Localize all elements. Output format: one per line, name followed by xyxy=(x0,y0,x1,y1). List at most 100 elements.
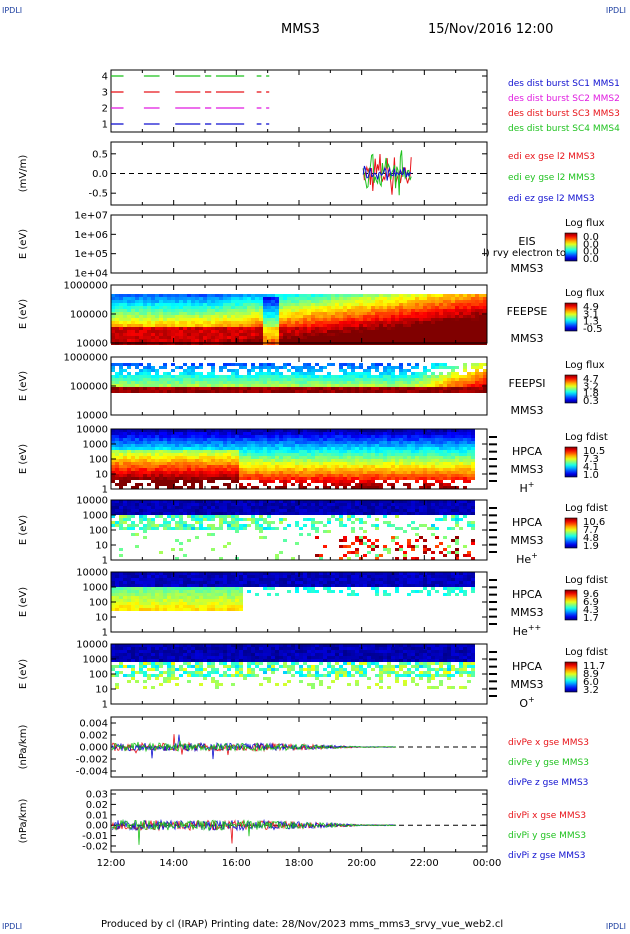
hpca_he-ytick-2: 100 xyxy=(89,526,108,537)
divpi-ytick-2: 0.01 xyxy=(86,810,108,821)
divpe-series-2 xyxy=(111,740,397,753)
eis-ytick-3: 1e+04 xyxy=(74,269,108,280)
datetime-title: 15/Nov/2016 12:00 xyxy=(428,22,554,37)
hpca_he-ytick-0: 10000 xyxy=(76,496,108,507)
hpca_o-species: O+ xyxy=(519,695,534,710)
hpca_hepp-colorbar xyxy=(564,589,578,621)
hpca_hepp-colorbar-tick-2: 4.3 xyxy=(583,605,599,616)
hpca_hepp-colorbar-tick-3: 1.7 xyxy=(583,613,599,624)
hpca_he-label-1: MMS3 xyxy=(511,534,544,547)
hpca_o-colorbar-tick-0: 11.7 xyxy=(583,661,605,672)
divpi-legend-2: divPi z gse MMS3 xyxy=(508,851,585,861)
burst-ytick-0: 1 xyxy=(102,120,108,131)
feepsi-spectrogram xyxy=(111,363,487,393)
feepse-colorbar-title: Log flux xyxy=(565,288,605,299)
hpca_h-colorbar-tick-2: 4.1 xyxy=(583,462,599,473)
edi-legend-1: edi ey gse l2 MMS3 xyxy=(508,173,595,183)
edi-ylabel: (mV/m) xyxy=(18,155,29,193)
feepse-colorbar xyxy=(564,302,578,332)
hpca_o-ylabel: E (eV) xyxy=(18,659,29,689)
hpca_he-colorbar-tick-3: 1.9 xyxy=(583,541,599,552)
eis-colorbar-tick-1: 0.0 xyxy=(583,239,599,250)
feepse-spectrogram xyxy=(111,294,487,345)
hpca_hepp-label-0: HPCA xyxy=(512,588,543,601)
hpca_hepp-ytick-4: 1 xyxy=(102,628,108,639)
feepse-colorbar-tick-3: -0.5 xyxy=(583,324,603,335)
hpca_he-ytick-4: 1 xyxy=(102,556,108,567)
feepsi-ytick-2: 10000 xyxy=(76,411,108,422)
hpca_h-ytick-1: 1000 xyxy=(83,440,108,451)
feepse-colorbar-tick-2: 1.3 xyxy=(583,317,599,328)
burst-legend-2: des dist burst SC3 MMS3 xyxy=(508,109,620,119)
feepse-label-0: FEEPSE xyxy=(507,305,548,318)
feepse-ylabel: E (eV) xyxy=(18,299,29,329)
divpe-legend-2: divPe z gse MMS3 xyxy=(508,778,588,788)
hpca_h-colorbar-title: Log fdist xyxy=(565,432,608,443)
x-tick-0: 12:00 xyxy=(97,858,126,869)
feepsi-label-0: FEEPSI xyxy=(508,377,545,390)
hpca_he-ylabel: E (eV) xyxy=(18,515,29,545)
feepse-ytick-2: 10000 xyxy=(76,339,108,350)
eis-ylabel: E (eV) xyxy=(18,229,29,259)
hpca_h-colorbar-tick-0: 10.5 xyxy=(583,446,605,457)
hpca_h-ytick-3: 10 xyxy=(95,470,108,481)
feepsi-ytick-0: 1000000 xyxy=(63,353,108,364)
divpi-series-2 xyxy=(111,818,397,845)
divpe-ytick-1: 0.002 xyxy=(79,731,108,742)
hpca_h-colorbar xyxy=(564,446,578,478)
divpe-legend-1: divPe y gse MMS3 xyxy=(508,758,589,768)
burst-ytick-1: 2 xyxy=(102,104,108,115)
feepsi-colorbar-tick-0: 4.7 xyxy=(583,374,599,385)
eis-colorbar-tick-0: 0.0 xyxy=(583,232,599,243)
edi-legend-2: edi ez gse l2 MMS3 xyxy=(508,194,595,204)
hpca_h-spectrogram xyxy=(111,429,475,489)
hpca_he-colorbar-tick-0: 10.6 xyxy=(583,517,605,528)
burst-legend-0: des dist burst SC1 MMS1 xyxy=(508,79,620,89)
feepsi-colorbar xyxy=(564,374,578,404)
hpca_h-species: H+ xyxy=(520,480,535,495)
burst-ytick-3: 4 xyxy=(102,72,108,83)
x-tick-3: 18:00 xyxy=(285,858,314,869)
divpe-ytick-2: 0.000 xyxy=(79,743,108,754)
hpca_he-species: He+ xyxy=(516,551,538,566)
divpi-legend-0: divPi x gse MMS3 xyxy=(508,811,586,821)
eis-overlay: l) rvy electron to xyxy=(483,248,566,259)
hpca_hepp-species: He++ xyxy=(513,623,541,638)
feepsi-colorbar-tick-1: 3.2 xyxy=(583,381,599,392)
edi-ytick-0: 0.5 xyxy=(92,149,108,160)
feepsi-ylabel: E (eV) xyxy=(18,371,29,401)
spacecraft-title: MMS3 xyxy=(281,22,320,37)
feepse-ytick-1: 100000 xyxy=(70,310,108,321)
hpca_he-spectrogram xyxy=(111,500,475,560)
x-tick-5: 22:00 xyxy=(410,858,439,869)
hpca_hepp-ytick-1: 1000 xyxy=(83,583,108,594)
hpca_o-label-0: HPCA xyxy=(512,660,543,673)
x-tick-2: 16:00 xyxy=(222,858,251,869)
corner-label-top-left: IPDLI xyxy=(2,6,23,15)
eis-label-0: EIS xyxy=(518,235,535,248)
divpi-ytick-0: 0.03 xyxy=(86,790,108,801)
feepse-colorbar-tick-1: 3.1 xyxy=(583,309,599,320)
hpca_hepp-ytick-2: 100 xyxy=(89,598,108,609)
eis-colorbar-tick-3: 0.0 xyxy=(583,254,599,265)
x-tick-4: 20:00 xyxy=(347,858,376,869)
eis-ytick-1: 1e+06 xyxy=(74,230,108,241)
hpca_hepp-ylabel: E (eV) xyxy=(18,587,29,617)
hpca_hepp-label-1: MMS3 xyxy=(511,606,544,619)
hpca_hepp-colorbar-tick-0: 9.6 xyxy=(583,589,599,600)
hpca_o-label-1: MMS3 xyxy=(511,678,544,691)
hpca_he-colorbar xyxy=(564,517,578,549)
footer-credits: Produced by cl (IRAP) Printing date: 28/… xyxy=(101,919,504,930)
hpca_o-spectrogram xyxy=(111,644,475,689)
divpi-legend-1: divPi y gse MMS3 xyxy=(508,831,586,841)
hpca_hepp-colorbar-title: Log fdist xyxy=(565,575,608,586)
feepse-label-1: MMS3 xyxy=(511,332,544,345)
feepse-ytick-0: 1000000 xyxy=(63,281,108,292)
hpca_hepp-ytick-0: 10000 xyxy=(76,568,108,579)
hpca_h-label-1: MMS3 xyxy=(511,463,544,476)
divpe-legend-0: divPe x gse MMS3 xyxy=(508,738,589,748)
burst-legend-3: des dist burst SC4 MMS4 xyxy=(508,124,620,134)
edi-series-2 xyxy=(362,165,412,181)
hpca_h-colorbar-tick-3: 1.0 xyxy=(583,470,599,481)
